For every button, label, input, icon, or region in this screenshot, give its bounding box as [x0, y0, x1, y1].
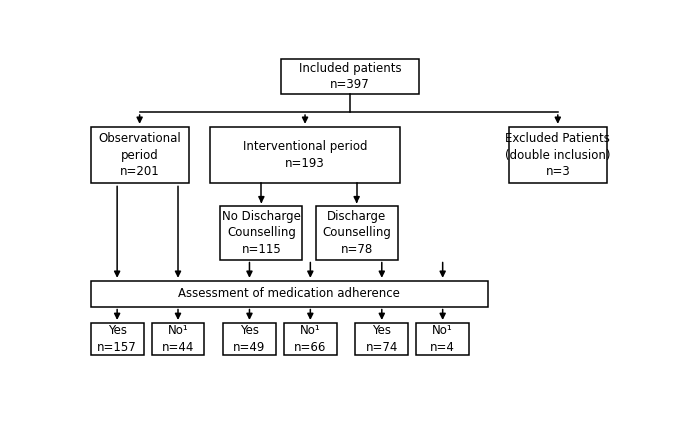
- Text: Interventional period
n=193: Interventional period n=193: [242, 140, 367, 170]
- FancyBboxPatch shape: [221, 206, 303, 260]
- FancyBboxPatch shape: [91, 127, 189, 184]
- Text: Included patients
n=397: Included patients n=397: [298, 62, 402, 91]
- Text: No Discharge
Counselling
n=115: No Discharge Counselling n=115: [222, 210, 301, 256]
- Text: No¹
n=44: No¹ n=44: [162, 324, 194, 354]
- Text: Discharge
Counselling
n=78: Discharge Counselling n=78: [322, 210, 391, 256]
- Text: No¹
n=4: No¹ n=4: [430, 324, 455, 354]
- FancyBboxPatch shape: [91, 323, 143, 355]
- Text: Yes
n=157: Yes n=157: [97, 324, 137, 354]
- FancyBboxPatch shape: [509, 127, 607, 184]
- FancyBboxPatch shape: [223, 323, 276, 355]
- Text: Yes
n=74: Yes n=74: [365, 324, 398, 354]
- Text: Observational
period
n=201: Observational period n=201: [98, 132, 181, 178]
- Text: No¹
n=66: No¹ n=66: [294, 324, 326, 354]
- FancyBboxPatch shape: [281, 59, 419, 94]
- Text: Assessment of medication adherence: Assessment of medication adherence: [178, 287, 400, 300]
- FancyBboxPatch shape: [152, 323, 204, 355]
- Text: Excluded Patients
(double inclusion)
n=3: Excluded Patients (double inclusion) n=3: [505, 132, 611, 178]
- FancyBboxPatch shape: [284, 323, 337, 355]
- FancyBboxPatch shape: [355, 323, 408, 355]
- Text: Yes
n=49: Yes n=49: [234, 324, 266, 354]
- FancyBboxPatch shape: [416, 323, 469, 355]
- FancyBboxPatch shape: [316, 206, 398, 260]
- FancyBboxPatch shape: [210, 127, 400, 184]
- FancyBboxPatch shape: [91, 281, 488, 306]
